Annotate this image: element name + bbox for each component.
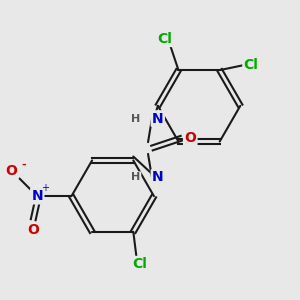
Text: O: O xyxy=(184,131,196,145)
Text: Cl: Cl xyxy=(244,58,259,72)
Text: Cl: Cl xyxy=(133,257,148,271)
Text: Cl: Cl xyxy=(157,32,172,46)
Text: O: O xyxy=(6,164,17,178)
Text: H: H xyxy=(131,172,140,182)
Text: N: N xyxy=(31,189,43,203)
Text: H: H xyxy=(131,114,140,124)
Text: O: O xyxy=(27,224,39,238)
Text: +: + xyxy=(41,183,49,193)
Text: N: N xyxy=(152,170,164,184)
Text: N: N xyxy=(152,112,164,126)
Text: -: - xyxy=(21,160,26,170)
